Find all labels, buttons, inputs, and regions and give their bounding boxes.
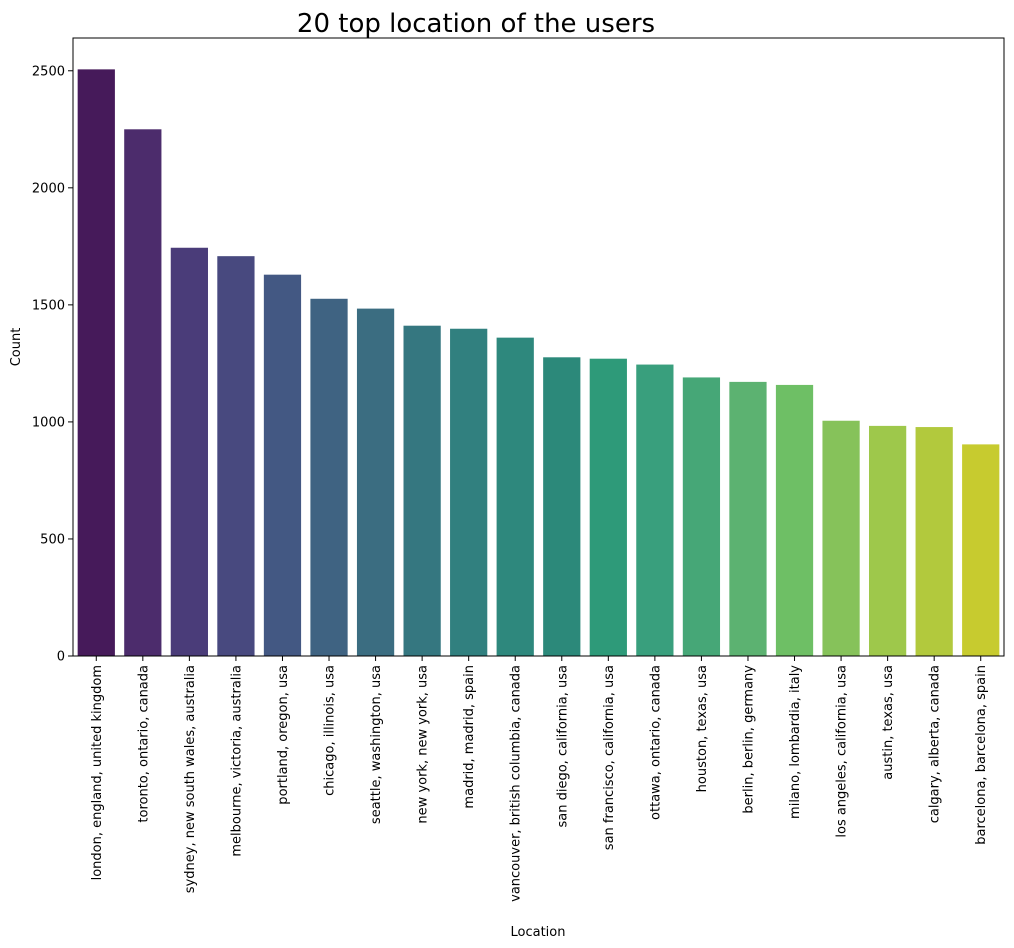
bar <box>682 377 721 656</box>
bar <box>822 420 860 656</box>
x-tick-label: vancouver, british columbia, canada <box>509 665 524 902</box>
x-tick-label: austin, texas, usa <box>881 665 896 780</box>
x-tick-label: new york, new york, usa <box>416 665 431 824</box>
bar <box>915 427 953 656</box>
x-tick-label: sydney, new south wales, australia <box>183 665 198 893</box>
x-tick-label: melbourne, victoria, australia <box>229 665 244 857</box>
bar <box>869 425 907 656</box>
x-tick-label: berlin, berlin, germany <box>741 665 756 814</box>
x-tick-label: barcelona, barcelona, spain <box>974 665 989 845</box>
x-tick-label: ottawa, ontario, canada <box>648 665 663 820</box>
x-tick-label: houston, texas, usa <box>695 665 710 792</box>
bar <box>543 357 581 656</box>
bar <box>962 444 1000 656</box>
bar <box>589 358 627 656</box>
x-tick-label: portland, oregon, usa <box>276 665 291 805</box>
bar <box>775 384 814 656</box>
bar <box>403 325 441 656</box>
bar <box>450 328 488 656</box>
bar <box>217 256 255 656</box>
x-tick-label: calgary, alberta, canada <box>928 665 943 823</box>
bar <box>124 129 162 657</box>
x-tick-label: london, england, united kingdom <box>90 665 105 880</box>
bar <box>636 364 674 656</box>
y-tick-label: 500 <box>40 532 65 547</box>
x-tick-label: seattle, washington, usa <box>369 665 384 824</box>
x-tick-label: milano, lombardia, italy <box>788 665 803 819</box>
x-axis-label: Location <box>511 925 566 940</box>
chart-title: 20 top location of the users <box>297 9 655 39</box>
x-tick-label: los angeles, california, usa <box>835 665 850 838</box>
x-tick-label: madrid, madrid, spain <box>462 665 477 809</box>
bar <box>496 337 534 656</box>
plot-frame <box>72 37 1005 657</box>
y-axis-label: Count <box>9 328 24 367</box>
y-tick-label: 2000 <box>32 181 65 196</box>
y-tick-label: 2500 <box>32 64 65 79</box>
x-tick-label: toronto, ontario, canada <box>136 665 151 823</box>
bar <box>77 69 115 657</box>
bar <box>356 308 395 656</box>
y-tick-label: 1000 <box>32 415 65 430</box>
bars-group <box>77 69 1000 657</box>
x-tick-label: san diego, california, usa <box>555 665 570 828</box>
x-tick-label: chicago, illinois, usa <box>323 665 338 796</box>
y-axis: 0 500 1000 1500 2000 2500 <box>32 64 73 665</box>
x-tick-label: san francisco, california, usa <box>602 665 617 850</box>
bar <box>729 381 767 656</box>
y-tick-label: 0 <box>57 650 65 665</box>
x-axis: london, england, united kingdom toronto, … <box>90 656 989 902</box>
bar <box>310 298 348 656</box>
y-tick-label: 1500 <box>32 298 65 313</box>
bar <box>170 247 208 656</box>
bar <box>263 274 302 656</box>
